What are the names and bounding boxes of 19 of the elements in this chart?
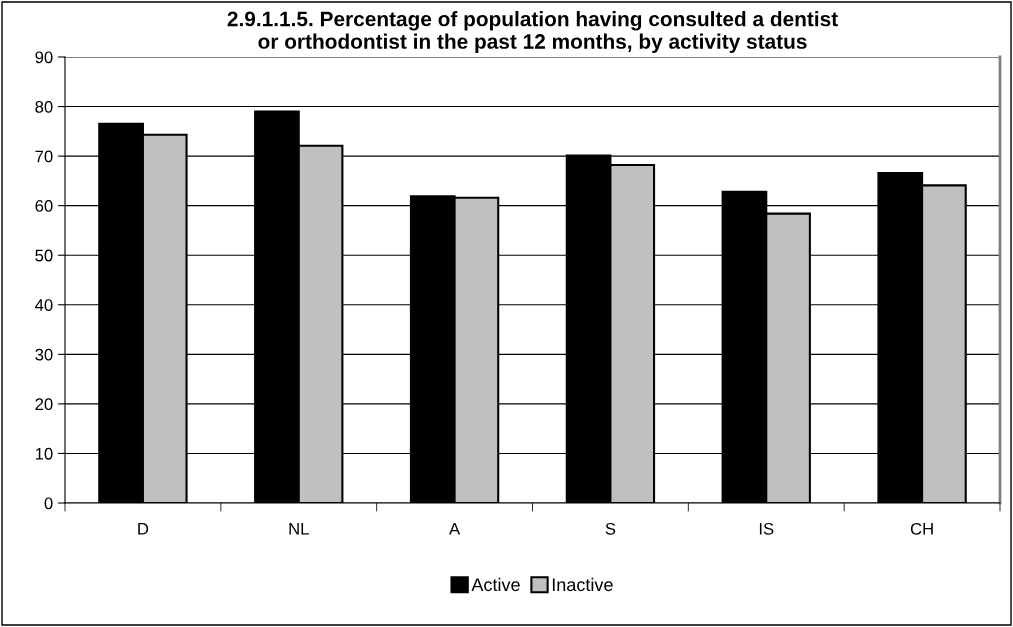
- y-tick-label: 40: [35, 299, 53, 311]
- legend-label: Inactive: [552, 577, 613, 592]
- y-tick-label: 0: [44, 497, 53, 510]
- y-tick-label: 10: [35, 447, 53, 460]
- y-tick-label: 20: [35, 398, 53, 411]
- y-tick-label: 60: [35, 200, 53, 212]
- x-tick-label: CH: [910, 522, 933, 535]
- y-tick-label: 90: [35, 51, 53, 64]
- y-tick-label: 30: [35, 348, 53, 361]
- x-tick-label: IS: [759, 522, 774, 535]
- x-tick-label: D: [138, 523, 149, 535]
- y-tick-label: 50: [35, 249, 53, 262]
- x-tick-label: A: [449, 523, 461, 535]
- y-tick-label: 80: [35, 100, 53, 113]
- x-tick-label: NL: [289, 523, 309, 535]
- x-tick-label: S: [605, 522, 616, 535]
- legend-label: Active: [471, 577, 520, 592]
- chart-title: 2.9.1.1.5. Percentage of population having consulted a dentist or orthodontist in the past 12 months, by activity status: [227, 11, 838, 53]
- y-tick-label: 70: [35, 150, 53, 163]
